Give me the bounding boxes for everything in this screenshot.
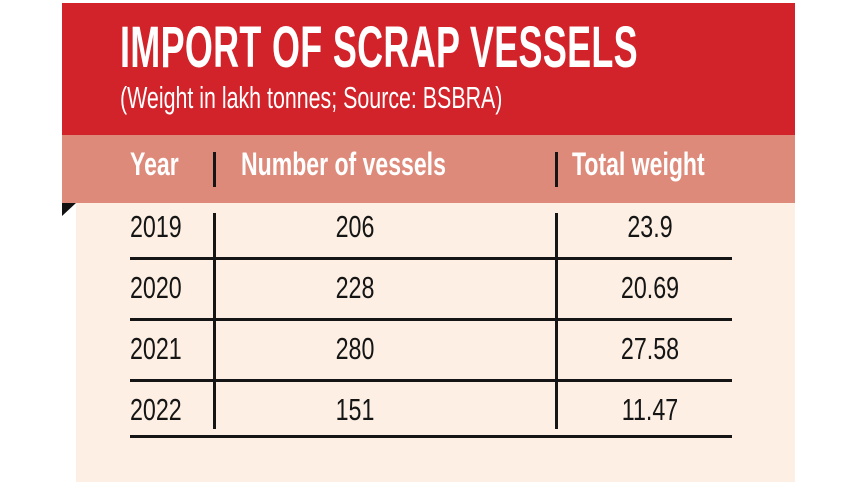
table-cell-weight: 27.58 [620,331,680,366]
table-cell-year: 2020 [130,270,182,305]
column-header-vessels: Number of vessels [241,146,446,182]
table-cell-vessels: 206 [335,209,375,244]
row-separator [130,318,732,321]
table-cell-weight: 20.69 [620,270,680,305]
corner-fold-decoration [62,203,76,216]
chart-title: IMPORT OF SCRAP VESSELS [120,15,638,80]
header-divider [213,152,216,187]
header-divider [555,152,558,187]
column-divider [213,213,216,429]
chart-subtitle: (Weight in lakh tonnes; Source: BSBRA) [120,80,503,115]
row-separator [130,379,732,382]
table-cell-year: 2022 [130,392,182,427]
table-cell-weight: 11.47 [621,392,679,427]
column-divider [555,213,558,429]
table-cell-weight: 23.9 [627,209,673,244]
table-cell-year: 2021 [130,331,182,366]
column-header-year: Year [130,146,179,182]
column-header-band [62,135,795,203]
column-header-weight: Total weight [572,146,705,182]
table-cell-year: 2019 [130,209,182,244]
table-cell-vessels: 280 [335,331,375,366]
row-separator [130,435,732,438]
table-cell-vessels: 228 [335,270,375,305]
row-separator [130,257,732,260]
title-banner [62,3,795,135]
table-cell-vessels: 151 [335,392,375,427]
